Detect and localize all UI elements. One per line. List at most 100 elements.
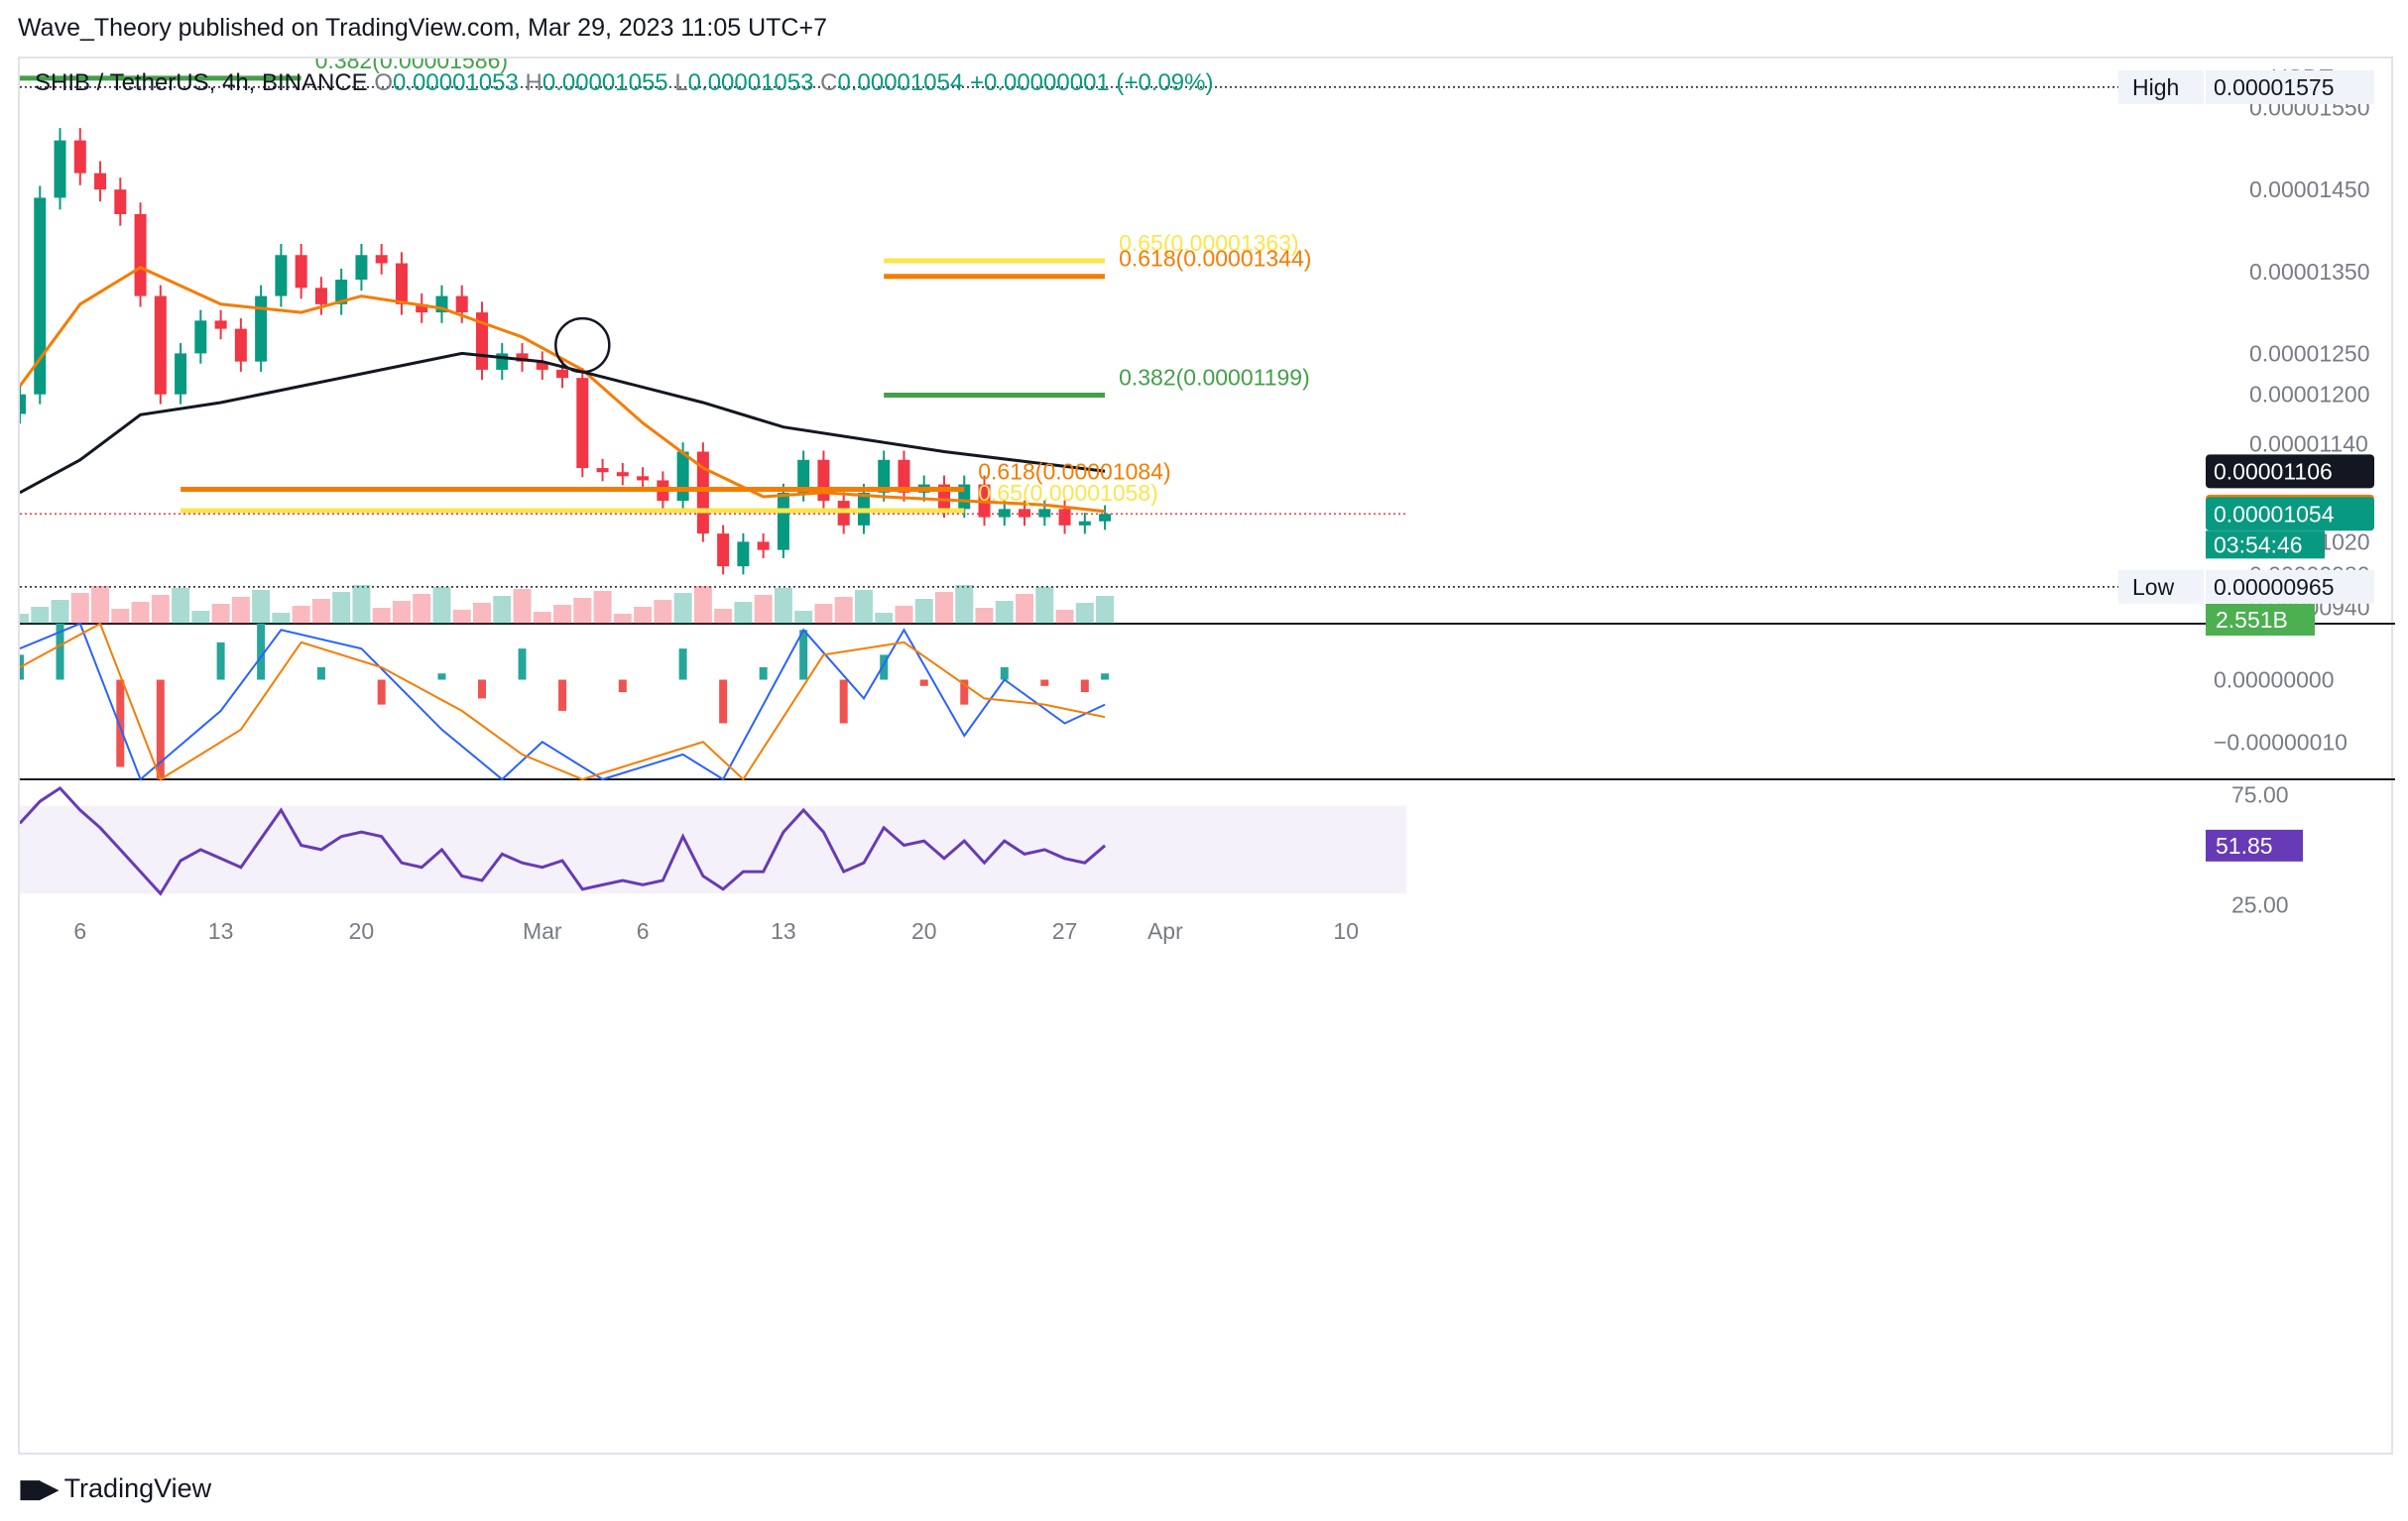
price-badge-value: 0.00001575 — [2214, 74, 2335, 100]
macd-histogram-bar — [1000, 666, 1009, 680]
rsi-badge-bg — [2206, 829, 2303, 862]
volume-bar — [452, 610, 471, 624]
candle-body — [717, 533, 730, 567]
candle-body — [1099, 514, 1112, 522]
tradingview-logo[interactable]: ■▶ TradingView — [18, 1473, 211, 1504]
volume-bar — [895, 606, 913, 624]
volume-bar — [995, 601, 1014, 624]
candle-body — [295, 255, 307, 289]
macd-histogram-bar — [880, 654, 889, 680]
volume-bar — [955, 585, 974, 624]
volume-bar — [292, 606, 310, 624]
candle-body — [757, 541, 770, 550]
candle-body — [455, 295, 468, 313]
volume-bar — [473, 603, 491, 624]
close-label: C — [820, 69, 838, 96]
macd-histogram-bar — [759, 666, 768, 680]
fib-level-label: 0.382(0.00001199) — [1119, 365, 1310, 391]
volume-bar — [673, 593, 692, 624]
candle-body — [255, 295, 268, 362]
volume-bar — [151, 595, 170, 624]
price-tick: 0.00001140 — [2249, 430, 2368, 456]
candle-body — [395, 263, 408, 304]
macd-histogram-bar — [518, 648, 527, 680]
candle-body — [134, 213, 147, 296]
candle-body — [154, 295, 167, 395]
volume-badge-text: 2.551B — [2216, 607, 2288, 633]
candle-body — [616, 472, 629, 477]
open-label: O — [374, 69, 394, 96]
macd-histogram-bar — [1101, 673, 1110, 680]
price-badge-bg — [2206, 497, 2374, 531]
low-value: 0.00001053 — [687, 69, 814, 96]
macd-histogram-bar — [1040, 679, 1049, 686]
symbol-title[interactable]: SHIB / TetherUS, 4h, BINANCE — [35, 69, 368, 96]
countdown-bg — [2206, 530, 2325, 559]
candle-body — [596, 468, 609, 473]
volume-bar — [774, 588, 792, 624]
candle-body — [556, 369, 569, 379]
macd-histogram-bar — [960, 679, 969, 705]
x-tick: 10 — [1333, 918, 1359, 944]
x-tick: 13 — [208, 918, 234, 944]
x-tick: 20 — [911, 918, 937, 944]
rsi-badge-value: 51.85 — [2216, 833, 2273, 859]
rsi-band — [20, 805, 1406, 894]
rsi-tick: 25.00 — [2231, 891, 2289, 917]
volume-bar — [352, 585, 371, 624]
high-value: 0.00001055 — [542, 69, 668, 96]
x-tick: Apr — [1147, 918, 1183, 944]
volume-bar — [131, 602, 150, 624]
macd-histogram-bar — [799, 630, 808, 680]
candle-body — [898, 459, 910, 493]
volume-bar — [875, 613, 894, 624]
volume-bar — [311, 599, 330, 624]
candle-body — [114, 189, 127, 214]
price-badge-bg — [2206, 69, 2374, 104]
volume-bar — [231, 597, 250, 624]
tradingview-logo-icon: ■▶ — [18, 1473, 60, 1504]
candle-body — [737, 541, 750, 567]
close-value: 0.00001054 — [837, 69, 964, 96]
macd-histogram-bar — [839, 679, 848, 724]
x-tick: 6 — [73, 918, 86, 944]
price-badge-label: Low — [2132, 574, 2175, 600]
macd-tick: −0.00000010 — [2214, 729, 2348, 755]
fib-level-label: 0.618(0.00001084) — [978, 459, 1170, 485]
volume-bar — [493, 596, 512, 624]
volume-bar — [392, 601, 411, 624]
volume-bar — [51, 600, 69, 624]
low-label: L — [674, 69, 688, 96]
cross-marker-circle — [554, 316, 611, 374]
volume-bar — [191, 611, 210, 624]
candle-body — [817, 459, 830, 502]
chart-canvas[interactable]: USDT0.000015500.000014500.000013500.0000… — [20, 58, 2395, 1457]
volume-bar — [1075, 603, 1094, 624]
volume-bar — [332, 592, 351, 624]
candle-body — [676, 451, 689, 502]
volume-bar — [1055, 610, 1074, 624]
price-tick: 0.00001350 — [2249, 259, 2370, 285]
x-tick: 27 — [1052, 918, 1078, 944]
macd-histogram-bar — [478, 679, 486, 699]
candle-body — [94, 173, 107, 190]
candle-body — [777, 492, 789, 550]
x-tick: 13 — [771, 918, 796, 944]
price-tick: 0.00001250 — [2249, 340, 2370, 366]
macd-histogram-bar — [216, 642, 225, 680]
fib-level-label: 0.382(0.00001586) — [315, 58, 508, 73]
macd-histogram-bar — [618, 679, 627, 693]
volume-bar — [372, 608, 391, 624]
volume-bar — [70, 593, 89, 624]
volume-bar — [413, 594, 431, 624]
volume-bar — [914, 599, 933, 624]
macd-histogram-bar — [56, 624, 64, 680]
candle-body — [194, 320, 207, 354]
candle-body — [54, 140, 66, 198]
ema200-line — [20, 351, 1106, 495]
volume-badge-bg — [2206, 604, 2315, 636]
price-badge-value: 0.00000965 — [2214, 574, 2335, 600]
candle-body — [20, 394, 26, 414]
volume-bar — [432, 587, 451, 624]
volume-bar — [754, 595, 773, 624]
